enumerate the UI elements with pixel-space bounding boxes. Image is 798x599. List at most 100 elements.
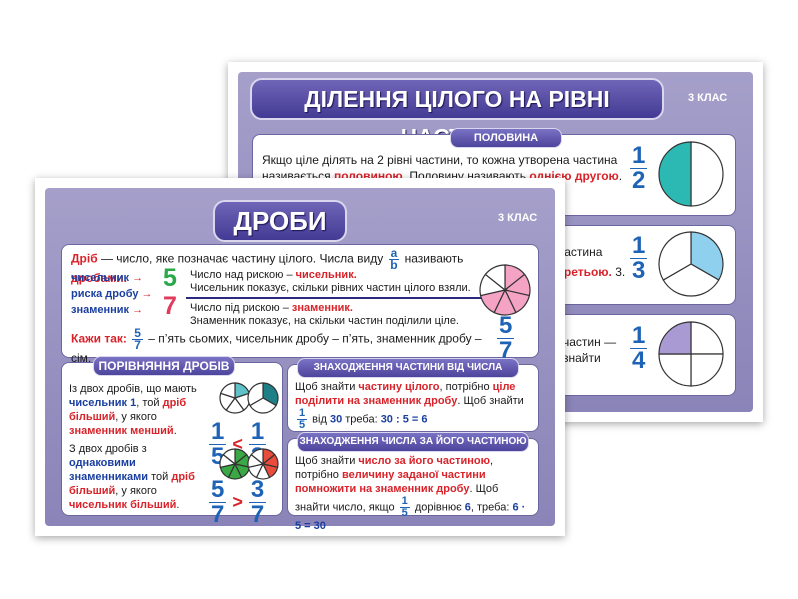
circle-sector: [249, 397, 277, 414]
text-run: Число під рискою –: [190, 302, 292, 314]
numerator: 1: [297, 407, 308, 420]
text-run: . Щоб знайти: [457, 395, 524, 407]
highlight: дріб більший: [69, 471, 195, 497]
arrow: →: [141, 288, 153, 300]
circle-sector: [662, 263, 720, 297]
text-run: , треба:: [470, 501, 513, 514]
text-run: , той: [136, 397, 163, 409]
front-figures: [219, 264, 531, 480]
parts-line: Чисельник показує, скільки рівних частин…: [190, 281, 471, 295]
highlight: чисельник.: [295, 269, 357, 281]
section-title: ПОРІВНЯННЯ ДРОБІВ: [93, 356, 235, 376]
text-run: 3.: [611, 265, 626, 279]
denominator: 5: [401, 507, 408, 519]
text-run: З двох дробів з: [69, 443, 147, 455]
denominator: 7: [250, 501, 265, 528]
text-run: від: [309, 413, 330, 426]
denominator: 4: [632, 347, 646, 374]
text-run: треба:: [342, 413, 381, 426]
rule: Щоб знайти число за його частиною, потрі…: [295, 454, 531, 533]
denominator-digit: 7: [163, 292, 177, 320]
circle-sector: [690, 321, 724, 355]
text-run: , у якого: [115, 411, 157, 423]
text-run: знайти: [563, 351, 601, 365]
numerator: 1: [248, 418, 267, 445]
text-run: — число, яке позначає частину цілого. Чи…: [97, 251, 387, 266]
front-poster: ДРОБИ 3 КЛАС Дріб — число, яке позначає …: [35, 178, 565, 536]
text-run: , у якого: [115, 485, 157, 497]
highlight: однаковими знаменниками: [69, 457, 149, 483]
numerator: 1: [630, 142, 648, 169]
highlight: дріб більший: [69, 397, 187, 423]
circle-sector: [222, 448, 236, 466]
highlight: Дріб: [71, 251, 98, 266]
text-run: , потрібно: [295, 455, 494, 481]
part-label: знаменник →: [71, 302, 153, 318]
comparison-sign: <: [232, 434, 243, 454]
text-run: .: [176, 499, 180, 511]
denominator: 3: [632, 257, 646, 284]
numerator: 1: [630, 322, 648, 349]
circle-sector: [658, 353, 692, 387]
comparison-sign: >: [232, 492, 243, 512]
text-run: Чисельник показує, скільки рівних частин…: [190, 282, 471, 294]
part-label: чисельник →: [71, 270, 153, 286]
circle-sector: [658, 231, 692, 281]
denominator: 2: [632, 167, 646, 194]
arrow: →: [132, 304, 144, 316]
numerator: 1: [399, 495, 410, 508]
back-figures: [658, 141, 724, 387]
text-run: , потрібно: [439, 381, 493, 393]
highlight: знаменник.: [291, 302, 353, 314]
highlight: 30: [329, 413, 343, 426]
circle-sector: [247, 382, 264, 407]
text-run: Щоб знайти: [295, 455, 359, 467]
front-title: ДРОБИ: [213, 200, 347, 242]
highlight: 6 · 5 = 30: [295, 501, 526, 532]
numerator: 3: [248, 476, 267, 503]
numerator: 1: [209, 418, 227, 445]
part-label-text: чисельник: [71, 272, 130, 284]
numerator: 1: [630, 232, 648, 259]
text-run: той: [148, 471, 172, 483]
text-run: Із двох дробів, що мають: [69, 383, 197, 395]
highlight: чисельник 1: [69, 397, 137, 409]
denominator: 7: [499, 337, 513, 364]
highlight: дробами.: [71, 271, 127, 285]
highlight: 30 : 5 = 6: [380, 413, 428, 426]
numerator: 5: [497, 312, 515, 339]
circle-sector: [219, 382, 236, 399]
highlight: знаменник менший: [69, 425, 174, 437]
comparison: 5 7 >3 7: [207, 478, 268, 527]
section-title: ЗНАХОДЖЕННЯ ЧИСЛА ЗА ЙОГО ЧАСТИНОЮ: [297, 432, 529, 452]
part-label-text: риска дробу: [71, 288, 139, 300]
text-run: Число над рискою –: [190, 269, 296, 281]
parts-line: Знаменник показує, на скільки частин под…: [190, 314, 459, 328]
text-run: називають: [401, 251, 464, 266]
parts-line: Число під рискою – знаменник.: [190, 301, 353, 315]
rule: Із двох дробів, що мають чисельник 1, то…: [69, 382, 209, 438]
highlight: ціле поділити на знаменник дробу: [295, 381, 516, 407]
text-run: Щоб знайти: [295, 381, 359, 393]
numerator: 5: [209, 476, 227, 503]
front-grade: 3 КЛАС: [498, 212, 538, 224]
numerator: 5: [132, 326, 143, 340]
back-grade: 3 КЛАС: [688, 92, 728, 104]
fraction-bar: [186, 297, 506, 299]
circle-sector: [658, 321, 692, 355]
highlight: частину цілого: [358, 381, 440, 393]
text-run: дорівнює: [411, 501, 465, 514]
highlight: Кажи так:: [71, 331, 127, 346]
part-label-text: знаменник: [71, 304, 130, 316]
back-text: частина третьою. 3.: [558, 242, 628, 282]
